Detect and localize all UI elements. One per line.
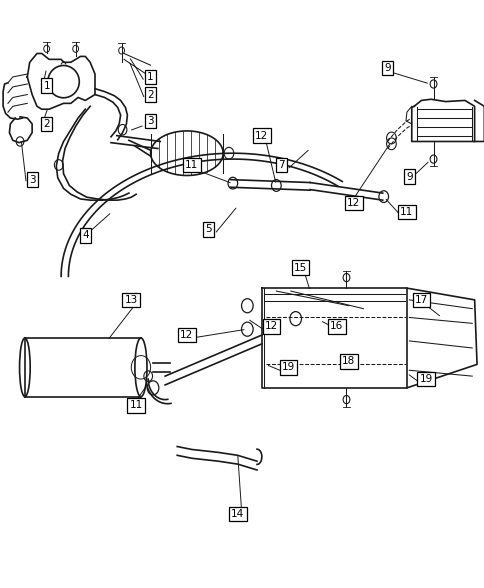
Text: 7: 7 bbox=[277, 160, 284, 170]
Text: 1: 1 bbox=[147, 72, 153, 82]
Text: 12: 12 bbox=[180, 330, 193, 340]
Text: 9: 9 bbox=[383, 63, 390, 73]
Text: 11: 11 bbox=[129, 400, 142, 410]
Text: 17: 17 bbox=[414, 295, 427, 305]
Text: 11: 11 bbox=[185, 160, 198, 170]
Text: 5: 5 bbox=[205, 225, 212, 235]
Text: 19: 19 bbox=[281, 362, 294, 372]
Text: 12: 12 bbox=[347, 198, 360, 208]
Text: 16: 16 bbox=[330, 321, 343, 331]
Text: 3: 3 bbox=[29, 175, 35, 185]
Text: 13: 13 bbox=[124, 295, 137, 305]
Text: 15: 15 bbox=[293, 263, 306, 273]
Text: 2: 2 bbox=[43, 119, 50, 129]
Text: 4: 4 bbox=[82, 230, 89, 240]
Text: 18: 18 bbox=[342, 356, 355, 366]
Ellipse shape bbox=[135, 338, 147, 397]
Text: 9: 9 bbox=[405, 172, 412, 182]
Text: 12: 12 bbox=[264, 321, 277, 331]
Text: 14: 14 bbox=[230, 509, 244, 519]
Text: 11: 11 bbox=[399, 207, 413, 217]
Text: 1: 1 bbox=[43, 81, 50, 91]
Text: 2: 2 bbox=[147, 89, 153, 99]
Text: 12: 12 bbox=[255, 131, 268, 141]
Text: 19: 19 bbox=[419, 374, 432, 384]
Text: 3: 3 bbox=[147, 116, 153, 126]
